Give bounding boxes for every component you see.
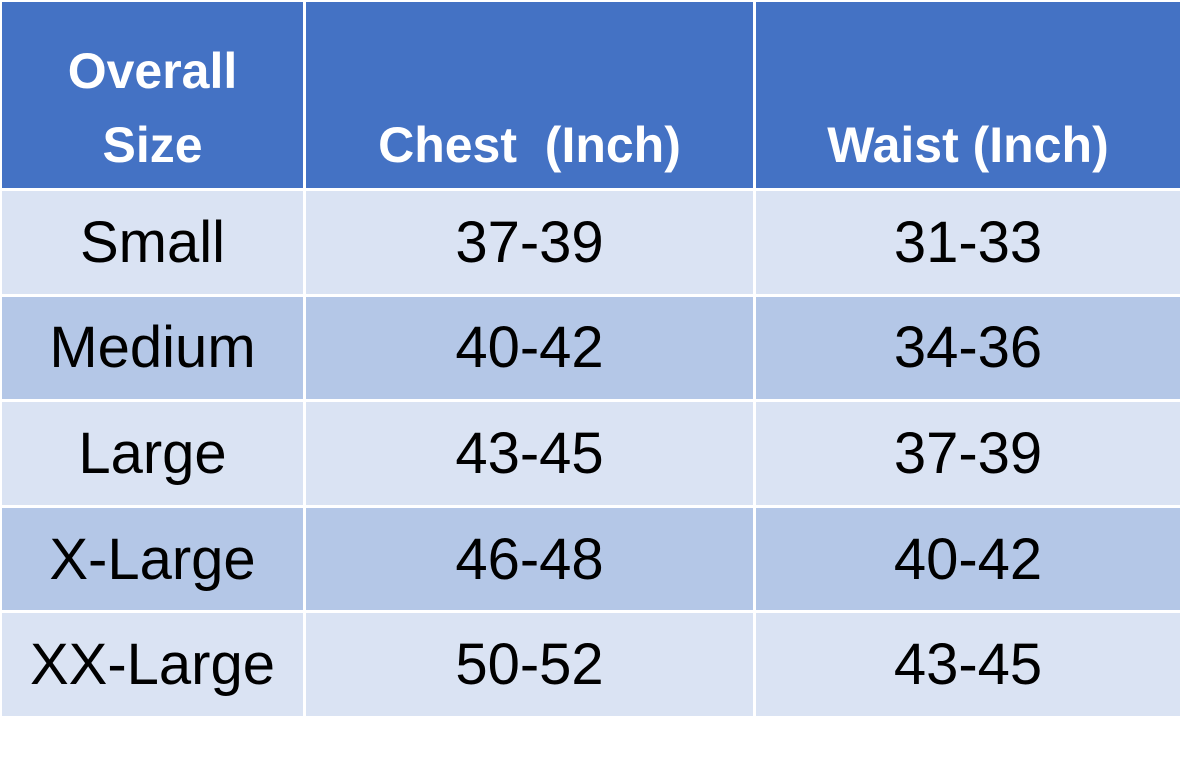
body-text: 50-52 [455, 632, 604, 698]
header-cell: Chest (Inch) [306, 2, 753, 188]
body-text: 40-42 [455, 315, 604, 381]
body-text: 37-39 [893, 420, 1043, 486]
body-text: 43-45 [455, 420, 604, 486]
body-cell: 43-45 [306, 402, 753, 505]
body-cell: 34-36 [756, 296, 1180, 400]
body-text: 37-39 [455, 209, 604, 275]
body-cell: 43-45 [756, 613, 1180, 716]
body-cell: 37-39 [306, 191, 753, 294]
body-text: 46-48 [455, 526, 604, 592]
body-text: 40-42 [893, 526, 1043, 592]
body-text: Small [79, 209, 226, 275]
body-text: 43-45 [893, 632, 1043, 698]
body-cell: Small [2, 191, 303, 294]
body-cell: 40-42 [756, 507, 1180, 611]
body-text: X-Large [49, 526, 256, 592]
header-text: Waist (Inch) [827, 117, 1109, 173]
body-cell: 37-39 [756, 402, 1180, 505]
header-cell: Overall Size [2, 2, 303, 188]
body-cell: 40-42 [306, 296, 753, 400]
header-text: Chest (Inch) [378, 117, 681, 173]
body-cell: XX-Large [2, 613, 303, 716]
body-cell: 46-48 [306, 507, 753, 611]
body-cell: Large [2, 402, 303, 505]
size-table: Overall Size Chest (Inch) Waist (Inch) Smal… [2, 2, 1180, 716]
body-text: Medium [49, 315, 256, 381]
body-cell: 31-33 [756, 191, 1180, 294]
header-cell: Waist (Inch) [756, 2, 1180, 188]
body-text: Large [78, 420, 227, 486]
body-cell: X-Large [2, 507, 303, 611]
body-cell: 50-52 [306, 613, 753, 716]
body-text: XX-Large [29, 632, 276, 698]
header-text: Overall Size [67, 43, 252, 173]
body-text: 31-33 [893, 209, 1043, 275]
body-cell: Medium [2, 296, 303, 400]
body-text: 34-36 [893, 315, 1043, 381]
